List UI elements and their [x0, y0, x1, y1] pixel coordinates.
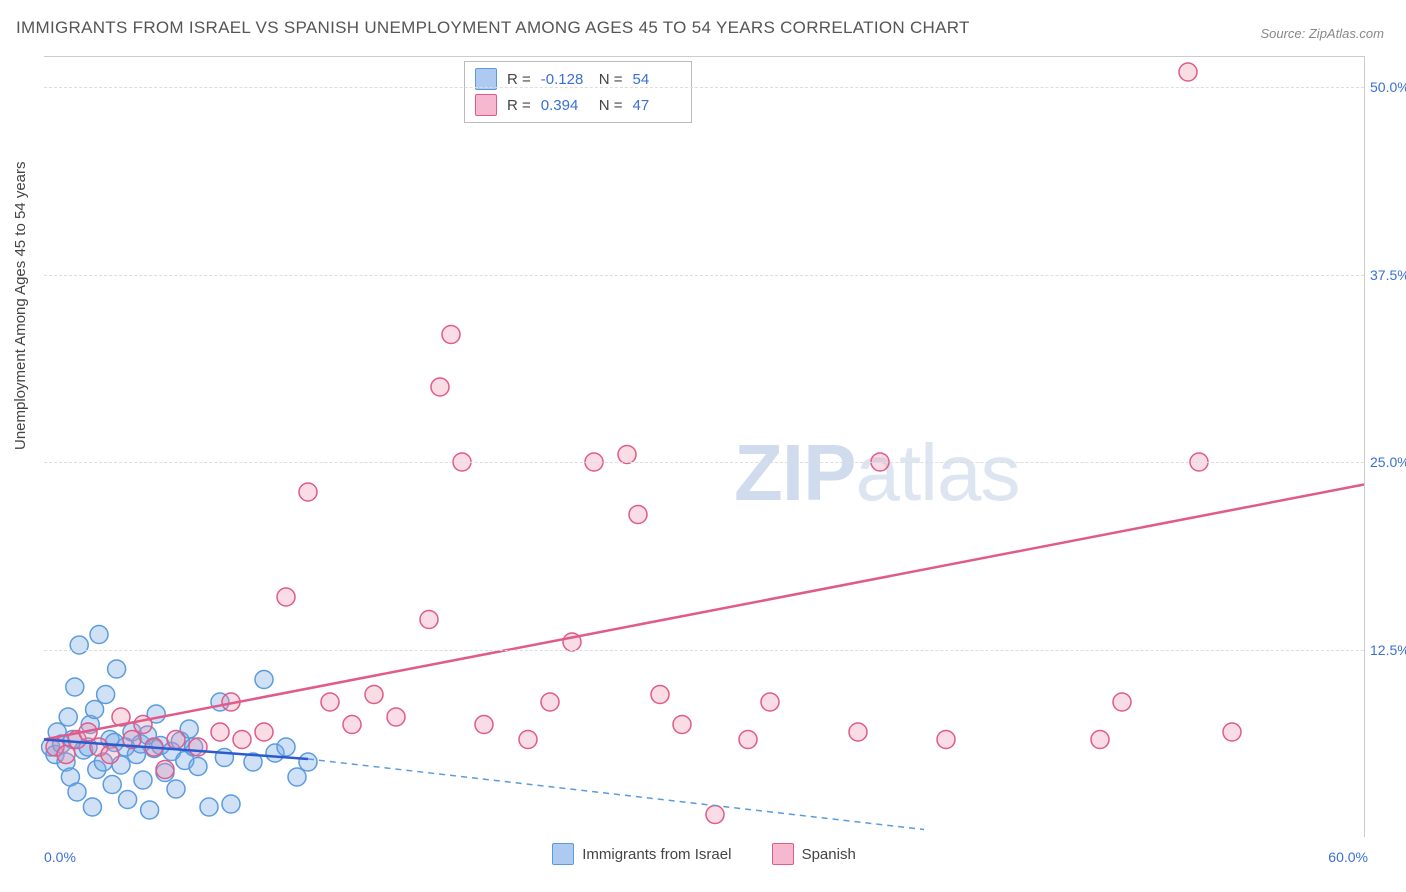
source-label: Source:	[1260, 26, 1308, 41]
scatter-svg	[44, 57, 1364, 837]
legend-item-israel: Immigrants from Israel	[552, 843, 731, 865]
source-value: ZipAtlas.com	[1309, 26, 1384, 41]
chart-title: IMMIGRANTS FROM ISRAEL VS SPANISH UNEMPL…	[16, 18, 970, 38]
series-legend: Immigrants from Israel Spanish	[44, 843, 1364, 869]
plot-area: ZIPatlas R = -0.128 N = 54 R = 0.394 N =…	[44, 56, 1365, 837]
y-axis-label: Unemployment Among Ages 45 to 54 years	[12, 161, 29, 450]
legend-label-spanish: Spanish	[802, 846, 856, 863]
legend-swatch-spanish	[772, 843, 794, 865]
y-tick-label: 25.0%	[1370, 454, 1406, 470]
legend-swatch-israel	[552, 843, 574, 865]
legend-item-spanish: Spanish	[772, 843, 856, 865]
y-tick-label: 50.0%	[1370, 79, 1406, 95]
legend-label-israel: Immigrants from Israel	[582, 846, 731, 863]
source-attribution: Source: ZipAtlas.com	[1260, 26, 1384, 41]
y-tick-label: 12.5%	[1370, 642, 1406, 658]
y-tick-label: 37.5%	[1370, 267, 1406, 283]
